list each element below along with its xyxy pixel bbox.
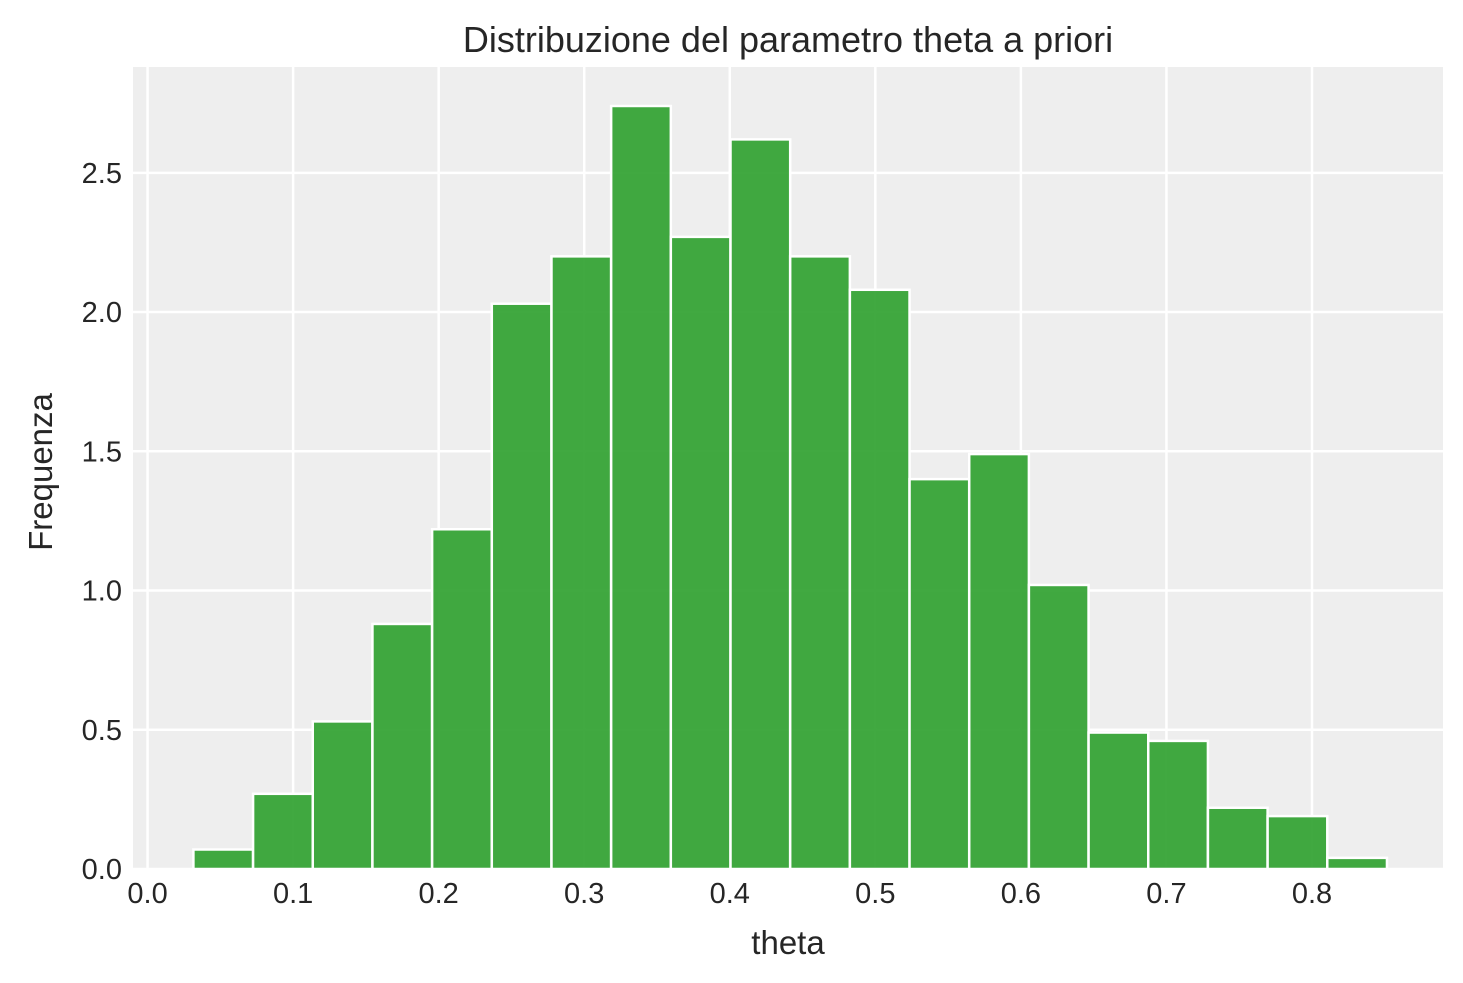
histogram-bar-13 — [967, 452, 1031, 871]
histogram-bar-8 — [669, 235, 732, 871]
x-tick-label: 0.7 — [1146, 878, 1186, 910]
x-tick-label: 0.8 — [1292, 878, 1332, 910]
histogram-bar-14 — [1027, 583, 1090, 871]
x-tick-label: 0.5 — [855, 878, 895, 910]
y-tick-label: 2.0 — [82, 297, 122, 329]
histogram-bar-0 — [192, 848, 255, 871]
histogram-bar-16 — [1147, 739, 1210, 871]
histogram-bar-17 — [1206, 806, 1269, 871]
x-tick-label: 0.6 — [1001, 878, 1041, 910]
y-axis-label: Frequenza — [22, 392, 59, 550]
y-tick-label: 0.0 — [82, 854, 122, 886]
y-tick-labels: 0.0 0.5 1.0 1.5 2.0 2.5 — [82, 158, 122, 886]
histogram-bar-15 — [1087, 731, 1150, 871]
histogram-bar-11 — [848, 288, 911, 871]
histogram-bar-7 — [609, 104, 673, 871]
y-tick-label: 2.5 — [82, 158, 122, 190]
x-axis-label: theta — [751, 924, 825, 961]
histogram-bar-9 — [729, 138, 792, 871]
x-tick-label: 0.3 — [564, 878, 604, 910]
histogram-bar-18 — [1266, 814, 1329, 871]
x-tick-label: 0.2 — [419, 878, 459, 910]
histogram-bar-19 — [1326, 856, 1389, 871]
x-tick-label: 0.0 — [127, 878, 167, 910]
chart-title: Distribuzione del parametro theta a prio… — [463, 19, 1113, 60]
y-tick-label: 0.5 — [82, 715, 122, 747]
y-tick-label: 1.0 — [82, 576, 122, 608]
histogram-bar-4 — [430, 528, 494, 871]
histogram-bar-2 — [311, 720, 374, 871]
histogram-bar-10 — [788, 255, 852, 871]
histogram-bar-3 — [371, 622, 434, 871]
histogram-bar-6 — [550, 255, 613, 871]
histogram-bar-1 — [251, 792, 315, 871]
x-tick-label: 0.4 — [710, 878, 750, 910]
histogram-bars — [192, 104, 1389, 871]
x-tick-labels: 0.0 0.1 0.2 0.3 0.4 0.5 0.6 0.7 0.8 — [127, 878, 1332, 910]
histogram-bar-5 — [490, 302, 553, 871]
y-tick-label: 1.5 — [82, 436, 122, 468]
x-tick-label: 0.1 — [273, 878, 313, 910]
histogram-bar-12 — [908, 477, 971, 871]
